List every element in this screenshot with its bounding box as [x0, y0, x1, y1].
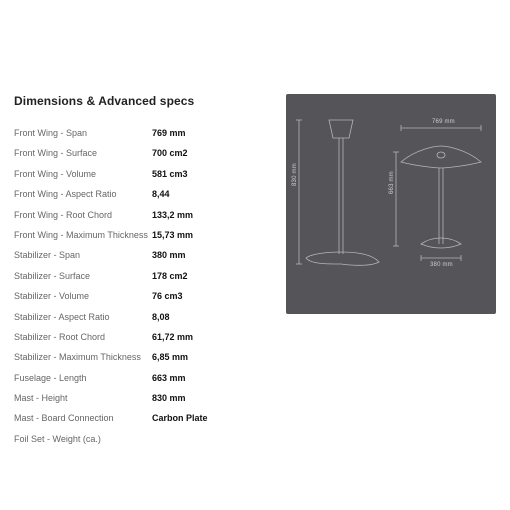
spec-value: 133,2 mm: [152, 208, 193, 222]
spec-label: Stabilizer - Aspect Ratio: [14, 310, 152, 324]
spec-row: Foil Set - Weight (ca.): [14, 432, 268, 446]
spec-label: Front Wing - Volume: [14, 167, 152, 181]
dim-label-769: 769 mm: [432, 119, 455, 125]
spec-value: 61,72 mm: [152, 330, 193, 344]
spec-row: Stabilizer - Span380 mm: [14, 248, 268, 262]
spec-row: Mast - Height830 mm: [14, 391, 268, 405]
dim-label-380: 380 mm: [430, 262, 453, 268]
spec-label: Foil Set - Weight (ca.): [14, 432, 152, 446]
specs-column: Dimensions & Advanced specs Front Wing -…: [14, 94, 268, 452]
spec-label: Front Wing - Span: [14, 126, 152, 140]
spec-row: Stabilizer - Aspect Ratio8,08: [14, 310, 268, 324]
spec-label: Front Wing - Surface: [14, 146, 152, 160]
spec-label: Front Wing - Root Chord: [14, 208, 152, 222]
spec-value: 178 cm2: [152, 269, 188, 283]
spec-value: 380 mm: [152, 248, 186, 262]
spec-row: Front Wing - Volume581 cm3: [14, 167, 268, 181]
spec-label: Front Wing - Aspect Ratio: [14, 187, 152, 201]
specs-table: Front Wing - Span769 mmFront Wing - Surf…: [14, 126, 268, 446]
spec-value: 76 cm3: [152, 289, 183, 303]
spec-row: Stabilizer - Maximum Thickness6,85 mm: [14, 350, 268, 364]
spec-row: Fuselage - Length663 mm: [14, 371, 268, 385]
spec-label: Stabilizer - Maximum Thickness: [14, 350, 152, 364]
spec-value: 8,08: [152, 310, 170, 324]
spec-value: 6,85 mm: [152, 350, 188, 364]
spec-row: Mast - Board ConnectionCarbon Plate: [14, 411, 268, 425]
spec-label: Stabilizer - Volume: [14, 289, 152, 303]
spec-row: Front Wing - Span769 mm: [14, 126, 268, 140]
spec-label: Mast - Board Connection: [14, 411, 152, 425]
spec-value: 769 mm: [152, 126, 186, 140]
dimension-diagram: 830 mm 769 mm 663 mm 380 mm: [286, 94, 496, 314]
spec-row: Front Wing - Maximum Thickness15,73 mm: [14, 228, 268, 242]
spec-row: Front Wing - Aspect Ratio8,44: [14, 187, 268, 201]
spec-label: Stabilizer - Root Chord: [14, 330, 152, 344]
dim-label-663: 663 mm: [389, 171, 395, 194]
spec-label: Mast - Height: [14, 391, 152, 405]
spec-value: 15,73 mm: [152, 228, 193, 242]
spec-value: 8,44: [152, 187, 170, 201]
spec-value: 581 cm3: [152, 167, 188, 181]
spec-value: 700 cm2: [152, 146, 188, 160]
dim-label-830: 830 mm: [292, 163, 298, 186]
spec-label: Stabilizer - Surface: [14, 269, 152, 283]
spec-value: Carbon Plate: [152, 411, 208, 425]
spec-row: Front Wing - Root Chord133,2 mm: [14, 208, 268, 222]
spec-value: 830 mm: [152, 391, 186, 405]
spec-row: Front Wing - Surface700 cm2: [14, 146, 268, 160]
spec-label: Fuselage - Length: [14, 371, 152, 385]
spec-row: Stabilizer - Surface178 cm2: [14, 269, 268, 283]
spec-row: Stabilizer - Volume76 cm3: [14, 289, 268, 303]
spec-label: Stabilizer - Span: [14, 248, 152, 262]
spec-label: Front Wing - Maximum Thickness: [14, 228, 152, 242]
spec-value: 663 mm: [152, 371, 186, 385]
spec-row: Stabilizer - Root Chord61,72 mm: [14, 330, 268, 344]
section-heading: Dimensions & Advanced specs: [14, 94, 268, 108]
